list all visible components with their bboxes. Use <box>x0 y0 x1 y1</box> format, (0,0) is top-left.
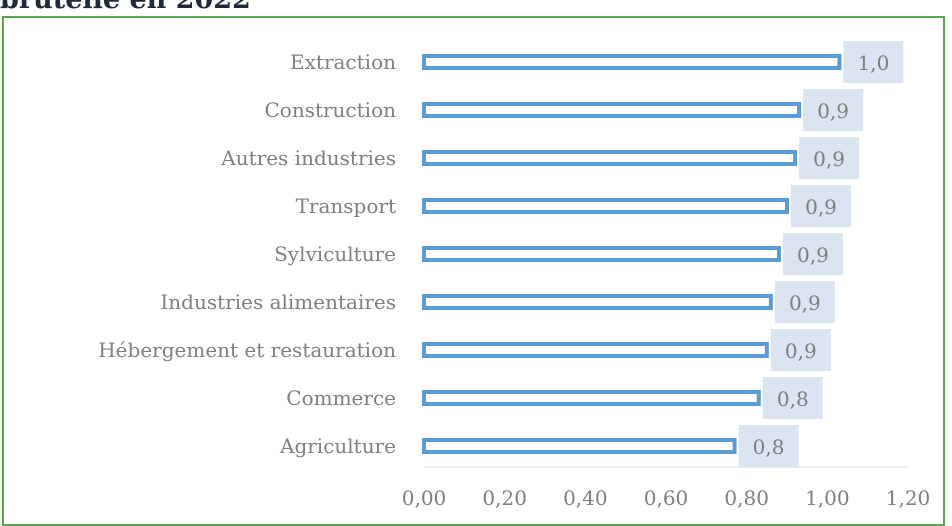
bar <box>422 102 802 118</box>
data-label: 0,9 <box>805 195 837 219</box>
data-label-bg <box>803 89 864 131</box>
bar <box>422 150 798 166</box>
category-label: Extraction <box>290 50 396 74</box>
x-tick-label: 1,20 <box>886 486 931 510</box>
data-label-bg <box>843 41 904 83</box>
bar <box>422 294 773 310</box>
x-tick-label: 1,00 <box>805 486 850 510</box>
data-label: 1,0 <box>858 51 890 75</box>
x-tick-label: 0,20 <box>482 486 527 510</box>
data-label-bg <box>799 137 860 179</box>
category-label: Construction <box>264 98 396 122</box>
bar <box>422 342 769 358</box>
x-tick-label: 0,60 <box>644 486 689 510</box>
category-label: Industries alimentaires <box>160 290 396 314</box>
category-label: Commerce <box>286 386 396 410</box>
data-label-bg <box>782 233 843 275</box>
data-label-bg <box>791 185 851 227</box>
data-label: 0,9 <box>785 339 817 363</box>
bar <box>422 438 737 454</box>
bar <box>422 246 781 262</box>
x-tick-label: 0,40 <box>563 486 608 510</box>
category-label: Agriculture <box>279 434 396 458</box>
data-label: 0,9 <box>797 243 829 267</box>
data-label: 0,8 <box>753 435 785 459</box>
data-label: 0,9 <box>817 99 849 123</box>
data-label-bg <box>738 425 799 467</box>
bar <box>422 54 842 70</box>
category-label: Autres industries <box>220 146 396 170</box>
data-label: 0,9 <box>813 147 845 171</box>
data-label-bg <box>770 329 831 371</box>
data-label-bg <box>774 281 835 323</box>
category-label: Hébergement et restauration <box>98 338 396 362</box>
bars-layer: Extraction 1,0 Construction 0,9 Autres indus… <box>98 41 930 510</box>
data-label: 0,9 <box>789 291 821 315</box>
category-label: Transport <box>296 194 396 218</box>
bar <box>422 390 761 406</box>
chart-title: brutelle en 2022 <box>0 0 251 15</box>
category-label: Sylviculture <box>274 242 396 266</box>
bar <box>422 198 789 214</box>
data-label: 0,8 <box>777 387 809 411</box>
x-tick-label: 0,80 <box>724 486 769 510</box>
data-label-bg <box>762 377 823 419</box>
x-tick-label: 0,00 <box>402 486 447 510</box>
